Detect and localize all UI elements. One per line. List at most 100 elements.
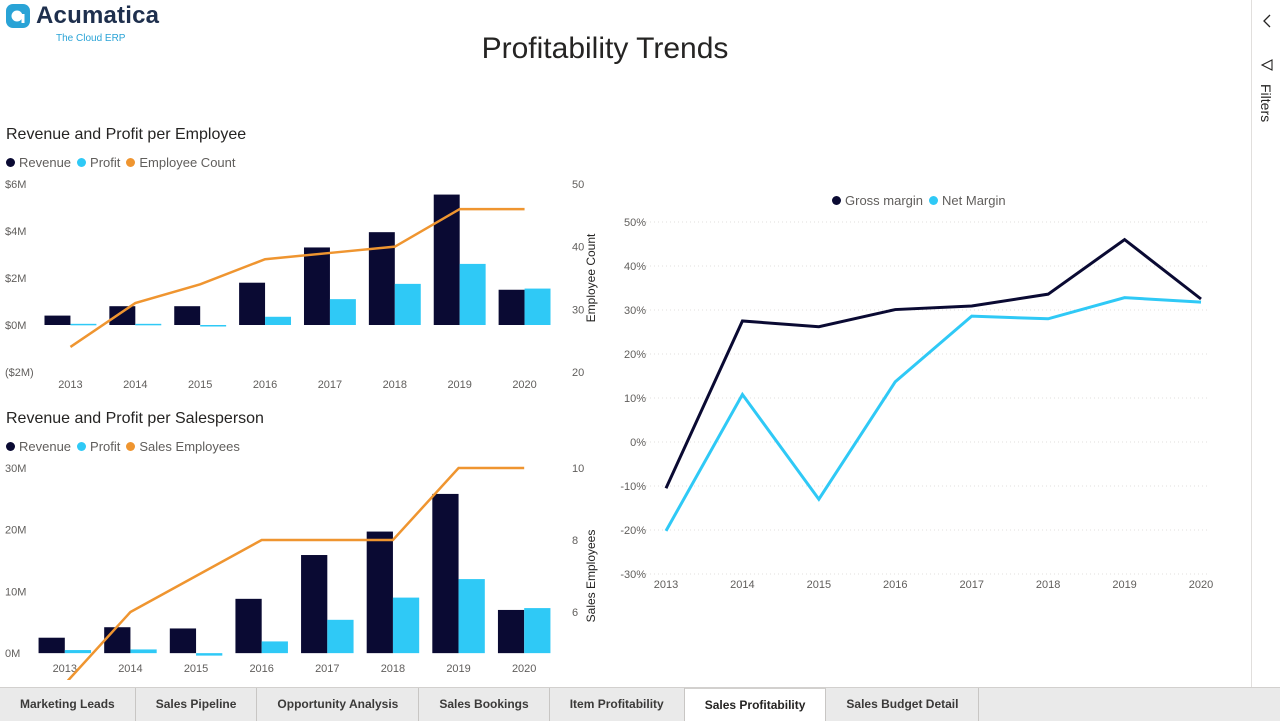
chart2-profit-bar [64,650,92,654]
chart2-plot: 30M 20M 10M 0M 10 8 6 4 Sales Employees 2013 2014 2… [5,463,598,680]
chart2-x-tick-label: 2017 [315,663,339,675]
chart1-y2-tick-label: 20 [572,367,584,379]
chart1-title: Revenue and Profit per Employee [6,126,247,143]
chart1-y2-tick-label: 30 [572,304,584,316]
chart1-y-tick-label: ($2M) [5,367,34,379]
chart2-revenue-bar [104,627,131,654]
chart1-revenue-bar [44,315,71,325]
filter-icon[interactable] [1260,58,1274,72]
chart2-x-tick-label: 2018 [381,663,405,675]
chart2-revenue-bar [432,493,459,654]
chart2-revenue-bar [169,628,197,654]
chart2-revenue-bar [38,637,65,654]
chart3-y-tick-label: 40% [624,261,646,273]
chart3-x-tick-label: 2014 [730,579,754,591]
chart2-y2-tick-label: 10 [572,463,584,475]
legend-dot-icon [832,196,841,205]
filters-label[interactable]: Filters [1258,84,1274,123]
chart3-plot: 50% 40% 30% 20% 10% 0% -10% -20% -30% 2013 2014 201… [620,217,1213,591]
chart2-y2-tick-label: 6 [572,607,578,619]
chart1-profit-bar [200,325,227,327]
chart2-legend-profit-label: Profit [90,439,121,454]
chart1-revenue-bar [433,194,460,325]
chart2-title: Revenue and Profit per Salesperson [6,410,264,427]
chart3-x-tick-label: 2018 [1036,579,1060,591]
chart3-legend-net: Net Margin [929,193,1006,208]
legend-dot-icon [77,158,87,167]
chart1-x-tick-label: 2020 [512,379,536,391]
chart2-x-tick-label: 2020 [512,663,536,675]
chart1-legend-profit: Profit [77,155,120,170]
chart2-count-line [66,466,525,680]
chart1-profit-bar [329,299,356,325]
chart1-revenue-bar [498,289,525,325]
chart2-y-tick-label: 30M [5,463,26,475]
legend-dot-icon [126,158,136,167]
tab-item-profitability[interactable]: Item Profitability [550,688,685,721]
chart2-legend-revenue-label: Revenue [19,439,72,454]
chart1-profit-bar [459,263,486,325]
chevron-left-icon[interactable] [1261,12,1273,30]
tab-sales-bookings[interactable]: Sales Bookings [419,688,550,721]
chart2-x-tick-label: 2019 [446,663,470,675]
chart2-x-tick-label: 2013 [53,663,77,675]
chart1-legend: Revenue Profit Employee Count [6,155,236,170]
chart2-profit-bar [196,653,223,656]
chart2-y2-tick-label: 8 [572,535,578,547]
tab-sales-budget-detail[interactable]: Sales Budget Detail [826,688,980,721]
chart1-profit-bar [70,323,97,326]
chart3-legend-gross: Gross margin [832,193,923,208]
chart2-revenue-bar [235,598,262,654]
chart2-legend-count-label: Sales Employees [139,439,240,454]
chart1-revenue-bar [303,247,330,325]
chart1-y-tick-label: $6M [5,179,26,191]
chart3-gross-margin-line [664,237,1202,489]
chart2-y-tick-label: 10M [5,586,26,598]
chart1-plot: $6M $4M $2M $0M ($2M) 50 40 30 20 Employee Count 2… [5,179,598,391]
chart2-profit-bar [392,597,420,654]
chart2-profit-bar [261,641,288,654]
chart1-profit-bar [265,316,292,325]
legend-dot-icon [6,442,15,451]
chart3-x-tick-label: 2015 [807,579,831,591]
legend-dot-icon [77,442,87,451]
chart1-x-tick-label: 2015 [188,379,212,391]
chart2-y2-axis-label: Sales Employees [584,530,598,623]
chart1-y2-tick-label: 50 [572,179,584,191]
chart2-profit-bar [327,619,354,654]
logo-tagline: The Cloud ERP [56,33,126,44]
chart2-legend: Revenue Profit Sales Employees [6,439,240,454]
chart1-legend-profit-label: Profit [90,155,121,170]
tab-sales-pipeline[interactable]: Sales Pipeline [136,688,258,721]
chart2-y2-tick-label: 4 [572,679,578,680]
chart3-legend-net-label: Net Margin [942,193,1006,208]
legend-dot-icon [929,196,939,205]
tab-opportunity-analysis[interactable]: Opportunity Analysis [257,688,420,721]
tab-marketing-leads[interactable]: Marketing Leads [0,688,136,721]
chart2-revenue-bar [301,555,328,654]
chart2-legend-count: Sales Employees [126,439,240,454]
chart2-x-tick-label: 2014 [118,663,142,675]
chart2-x-tick-label: 2016 [249,663,273,675]
chart1-x-tick-label: 2018 [383,379,407,391]
chart1-legend-count: Employee Count [126,155,236,170]
chart2-profit-bar [524,608,551,654]
chart1-x-tick-label: 2014 [123,379,147,391]
chart1-y-tick-label: $4M [5,226,26,238]
chart1-legend-revenue: Revenue [6,155,71,170]
chart1-x-tick-label: 2013 [58,379,82,391]
page-tabs: Marketing Leads Sales Pipeline Opportuni… [0,687,1280,721]
legend-dot-icon [6,158,15,167]
chart3-x-tick-label: 2020 [1189,579,1213,591]
chart3-x-tick-label: 2019 [1112,579,1136,591]
chart1-x-tick-label: 2019 [447,379,471,391]
chart1-count-line [69,207,525,348]
tab-sales-profitability[interactable]: Sales Profitability [684,688,827,721]
filters-pane[interactable]: Filters [1251,0,1280,687]
chart1-legend-count-label: Employee Count [139,155,236,170]
chart2-revenue-bar [497,609,525,654]
chart1-y2-tick-label: 40 [572,242,584,254]
chart1-x-tick-label: 2017 [318,379,342,391]
chart3-y-tick-label: -30% [620,569,646,581]
chart1-profit-bar [394,283,421,325]
